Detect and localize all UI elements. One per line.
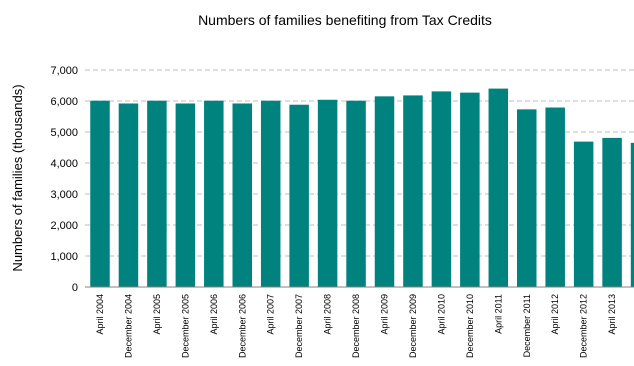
x-tick-label: April 2013: [607, 294, 617, 335]
bar: [317, 99, 338, 287]
x-tick-labels: April 2004 December 2004 April 2005 Decembe…: [95, 294, 617, 358]
y-tick-label: 4,000: [50, 158, 78, 170]
x-tick-label: December 2007: [294, 294, 304, 358]
bar: [403, 95, 423, 287]
y-axis-title: Numbers of families (thousands): [10, 84, 25, 271]
bar: [147, 100, 167, 287]
y-tick-label: 7,000: [50, 65, 78, 77]
bars: [90, 88, 634, 288]
bar: [232, 103, 252, 287]
x-tick-label: April 2005: [152, 294, 162, 335]
x-tick-label: December 2006: [237, 294, 247, 358]
x-tick-label: December 2008: [351, 294, 361, 358]
bar: [460, 92, 480, 287]
x-tick-label: April 2006: [209, 294, 219, 335]
bar: [204, 100, 224, 287]
y-tick-labels: 0 1,000 2,000 3,000 4,000 5,000 6,000 7,000: [50, 65, 78, 294]
bar: [374, 96, 395, 287]
x-tick-label: December 2010: [465, 294, 475, 358]
bar: [488, 88, 509, 287]
x-tick-label: December 2011: [522, 294, 532, 357]
bar: [517, 109, 537, 288]
x-tick-label: April 2010: [436, 294, 446, 335]
bar: [545, 107, 565, 287]
y-tick-label: 0: [72, 282, 78, 294]
y-tick-label: 5,000: [50, 127, 78, 139]
bar: [602, 137, 622, 287]
x-tick-label: April 2007: [266, 294, 276, 335]
x-tick-label: April 2012: [550, 294, 560, 335]
bar: [289, 104, 309, 287]
bar: [175, 103, 196, 287]
x-tick-label: December 2012: [579, 294, 589, 358]
chart-title: Numbers of families benefiting from Tax …: [198, 12, 492, 28]
bar: [118, 103, 139, 287]
bar: [90, 100, 110, 287]
bar: [346, 100, 366, 287]
x-tick-label: December 2004: [123, 294, 133, 358]
y-tick-label: 1,000: [50, 251, 78, 263]
x-tick-label: April 2008: [323, 294, 333, 335]
x-tick-label: December 2005: [180, 294, 190, 358]
x-tick-label: April 2011: [493, 294, 503, 334]
x-tick-label: April 2004: [95, 294, 105, 335]
bar: [431, 91, 452, 287]
y-tick-label: 3,000: [50, 189, 78, 201]
bar: [630, 142, 634, 287]
x-tick-label: December 2009: [408, 294, 418, 358]
y-tick-label: 6,000: [50, 96, 78, 108]
y-tick-label: 2,000: [50, 220, 78, 232]
x-tick-label: April 2009: [380, 294, 390, 335]
bar: [573, 141, 594, 287]
bar: [260, 100, 281, 287]
